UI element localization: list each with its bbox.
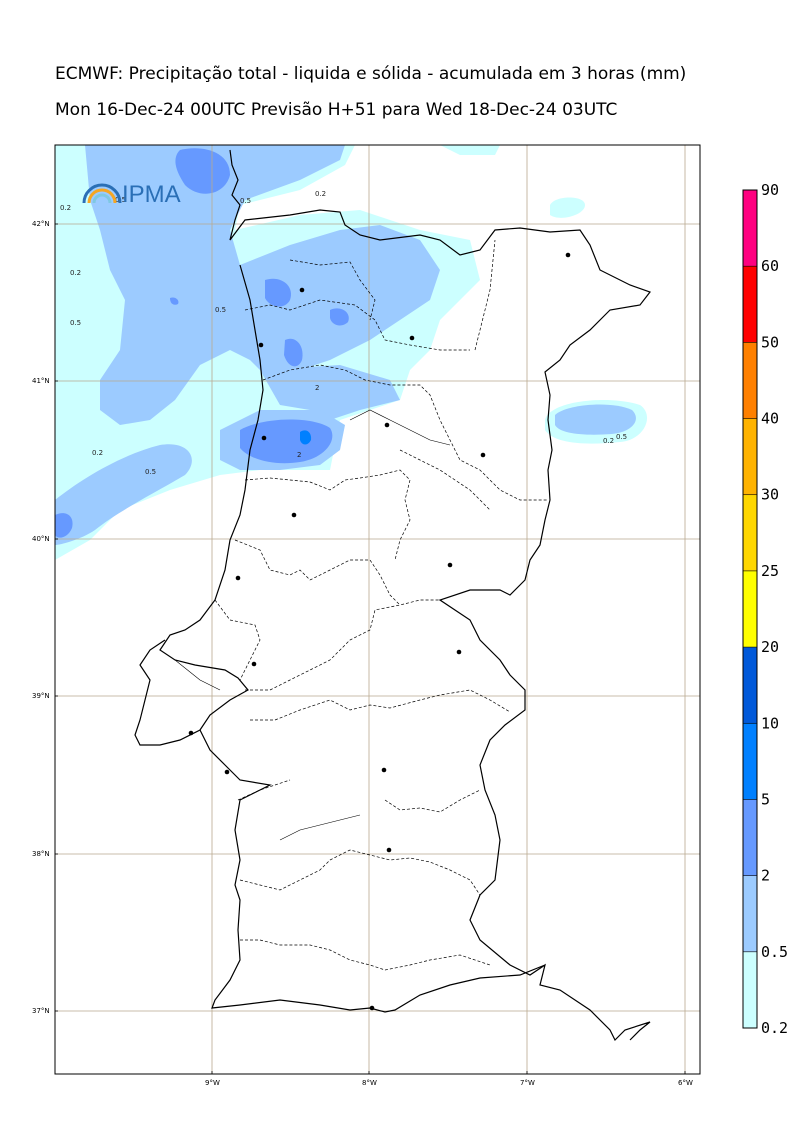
precip-area-peak (300, 430, 312, 445)
contour-label: 0.2 (70, 269, 81, 277)
precip-area-heavy (175, 148, 230, 194)
colorbar-label: 60 (761, 257, 779, 275)
region-borders (174, 409, 451, 841)
colorbar-label: 5 (761, 790, 770, 808)
colorbar-segment (743, 266, 757, 343)
contour-label: 0.2 (92, 449, 103, 457)
lat-label: 39°N (32, 692, 50, 700)
lon-label: 8°W (362, 1079, 377, 1087)
precip-area-medium (555, 404, 636, 435)
contour-label: 0.5 (215, 306, 226, 314)
lat-label: 37°N (32, 1007, 50, 1015)
colorbar-segment (743, 418, 757, 495)
map-title: ECMWF: Precipitação total - liquida e só… (55, 64, 687, 84)
colorbar-label: 2 (761, 867, 770, 885)
precip-area-medium (55, 444, 192, 545)
precip-area-heavy (55, 513, 73, 538)
contour-label: 0.5 (70, 319, 81, 327)
coastline-north (229, 149, 651, 1042)
lon-label: 9°W (205, 1079, 220, 1087)
rainbow-logo-icon (82, 183, 122, 204)
contour-label: 2 (315, 384, 319, 392)
latitude-labels: 42°N 41°N 40°N 39°N 38°N 37°N (32, 220, 50, 1015)
city-markers (188, 252, 571, 1011)
colorbar-label: 40 (761, 410, 779, 428)
precip-area-heavy (170, 297, 179, 305)
colorbar-segment (743, 494, 757, 571)
contour-label: 0.2 (315, 190, 326, 198)
colorbar-label: 90 (761, 181, 779, 199)
precip-area-light (550, 197, 585, 218)
contour-label: 0.2 (60, 204, 71, 212)
map-frame (54, 144, 701, 1075)
lat-label: 41°N (32, 377, 50, 385)
colorbar-segment (743, 570, 757, 648)
precip-area-heavy (240, 419, 333, 464)
colorbar-segment (743, 951, 757, 1028)
colorbar-segment (743, 799, 757, 876)
precip-area-medium (85, 145, 440, 425)
coastline-southwest (199, 729, 546, 1013)
portugal-outline (134, 149, 651, 1042)
colorbar-label: 10 (761, 714, 779, 732)
contour-label: 2 (297, 451, 301, 459)
lon-label: 6°W (678, 1079, 693, 1087)
colorbar-segment (743, 190, 757, 267)
contour-label: 0.5 (240, 197, 251, 205)
colorbar-label: 0.2 (761, 1019, 788, 1037)
lat-label: 38°N (32, 850, 50, 858)
lat-label: 42°N (32, 220, 50, 228)
longitude-labels: 9°W 8°W 7°W 6°W (205, 1079, 693, 1087)
precipitation-fields (55, 145, 648, 560)
district-borders (214, 239, 548, 971)
lat-label: 40°N (32, 535, 50, 543)
precip-area-medium (260, 365, 400, 420)
precip-area-heavy (265, 278, 291, 307)
precip-area-light (440, 145, 500, 155)
coastline-west (134, 264, 264, 746)
colorbar-label: 25 (761, 562, 779, 580)
colorbar-segment (743, 875, 757, 952)
contour-label: 0.5 (616, 433, 627, 441)
contour-label: 0.5 (145, 468, 156, 476)
ipma-logo: IPMA (82, 181, 181, 208)
precip-area-heavy (330, 308, 349, 326)
colorbar-segment (743, 647, 757, 724)
colorbar-label: 0.5 (761, 943, 788, 961)
colorbar-segment (743, 342, 757, 419)
precip-area-heavy (284, 338, 303, 367)
colorbar-label: 50 (761, 333, 779, 351)
graticule (55, 145, 700, 1074)
colorbar-segment (743, 723, 757, 800)
axis-ticks (55, 223, 686, 1074)
colorbar-label: 30 (761, 486, 779, 504)
contour-label: 0.2 (603, 437, 614, 445)
forecast-subtitle: Mon 16-Dec-24 00UTC Previsão H+51 para W… (55, 100, 618, 120)
lon-label: 7°W (520, 1079, 535, 1087)
colorbar-label: 20 (761, 638, 779, 656)
logo-text: IPMA (122, 181, 181, 208)
